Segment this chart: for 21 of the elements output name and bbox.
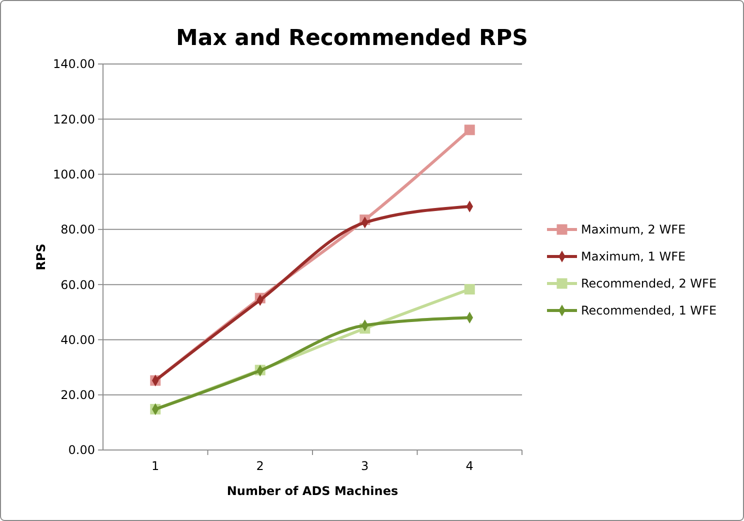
y-tick-label: 40.00 [60,332,95,347]
y-tick-label: 140.00 [53,57,95,72]
y-tick-label: 120.00 [53,112,95,126]
legend-label: Maximum, 2 WFE [581,222,686,237]
legend-label: Maximum, 1 WFE [581,250,686,264]
point [464,284,475,295]
x-tick-label: 3 [361,459,369,473]
point [464,124,475,136]
legend-label: Recommended, 1 WFE [581,304,717,318]
y-axis-title: RPS [34,244,48,270]
y-tick-label: 100.00 [53,167,95,182]
y-tick-label: 20.00 [60,388,95,402]
x-axis-title: Number of ADS Machines [226,484,398,498]
x-tick-label: 2 [256,459,264,473]
legend-label: Recommended, 2 WFE [581,276,717,291]
y-tick-label: 80.00 [60,222,95,237]
y-tick-label: 0.00 [68,443,95,458]
chart-title: Max and Recommended RPS [176,26,528,51]
y-tick-label: 60.00 [60,278,95,292]
x-tick-label: 4 [466,459,474,473]
x-tick-label: 1 [152,459,160,473]
